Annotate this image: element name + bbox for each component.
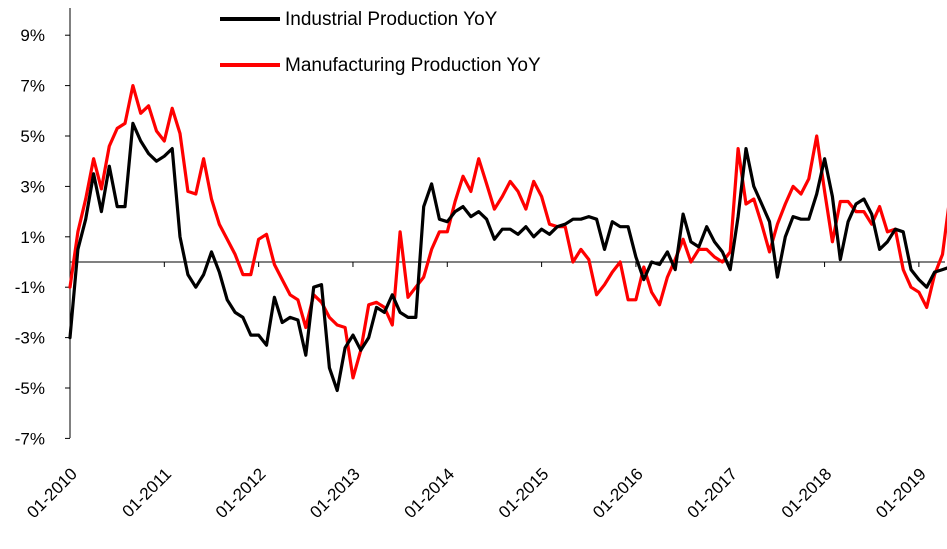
y-tick-label: -1% bbox=[15, 278, 45, 297]
legend: Industrial Production YoY Manufacturing P… bbox=[220, 9, 541, 76]
x-tick-label: 01-2018 bbox=[778, 464, 836, 522]
x-tick-label: 01-2011 bbox=[118, 464, 175, 521]
y-tick-label: -3% bbox=[15, 329, 45, 348]
y-tick-label: -5% bbox=[15, 379, 45, 398]
series-lines bbox=[68, 83, 947, 393]
legend-label: Manufacturing Production YoY bbox=[285, 55, 541, 76]
x-tick-label: 01-2010 bbox=[23, 464, 81, 522]
x-tick-label: 01-2012 bbox=[212, 464, 270, 522]
y-tick-label: 9% bbox=[20, 26, 45, 45]
x-tick-label: 01-2013 bbox=[306, 464, 364, 522]
series-line-manufacturing-production-yoy bbox=[68, 83, 947, 380]
x-tick-label: 01-2014 bbox=[401, 464, 459, 522]
legend-label: Industrial Production YoY bbox=[285, 9, 498, 30]
y-tick-label: 3% bbox=[20, 177, 45, 196]
y-axis: 9% 7% 5% 3% 1% -1% -3% -5% -7% bbox=[15, 8, 71, 448]
x-tick-label: 01-2019 bbox=[872, 464, 930, 522]
series-line-industrial-production-yoy bbox=[68, 121, 947, 393]
y-tick-label: 7% bbox=[20, 77, 45, 96]
y-tick-label: 5% bbox=[20, 127, 45, 146]
x-tick-label: 01-2015 bbox=[495, 464, 553, 522]
x-tick-label: 01-2016 bbox=[589, 464, 647, 522]
y-tick-label: 1% bbox=[20, 228, 45, 247]
y-tick-label: -7% bbox=[15, 429, 45, 448]
x-axis: 01-2010 01-2011 01-2012 01-2013 01-2014 01-20… bbox=[23, 261, 945, 522]
x-tick-label: 01-2017 bbox=[684, 464, 742, 522]
